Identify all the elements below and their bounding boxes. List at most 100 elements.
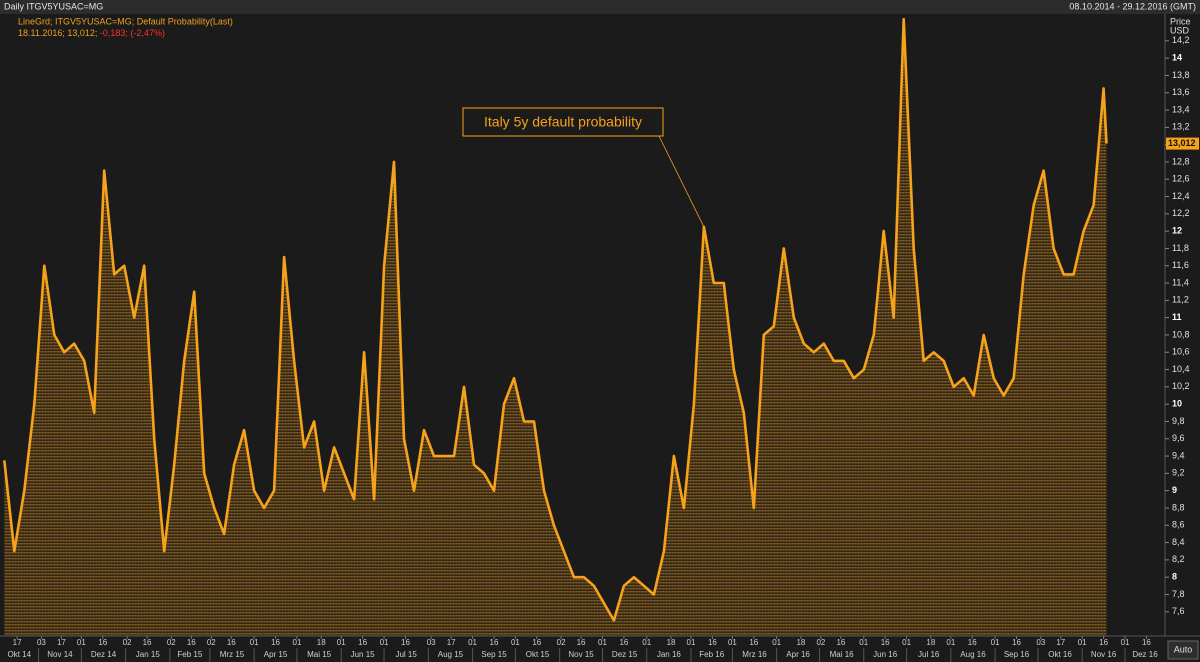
y-tick-label: 9,8: [1172, 416, 1185, 426]
x-tick-label: 18: [667, 638, 676, 647]
info-values-line: 18.11.2016; 13,012; -0,183; (-2,47%): [18, 28, 165, 38]
month-label: Mrz 15: [220, 650, 245, 659]
month-label: Mai 15: [307, 650, 332, 659]
x-tick-label: 01: [859, 638, 868, 647]
info-line: LineGrd; ITGV5YUSAC=MG; Default Probabil…: [18, 16, 233, 26]
y-tick-label: 13,6: [1172, 87, 1190, 97]
x-tick-label: 02: [816, 638, 825, 647]
y-tick-label: 8,4: [1172, 537, 1185, 547]
month-label: Jun 15: [351, 650, 376, 659]
x-tick-label: 03: [1036, 638, 1045, 647]
x-tick-label: 16: [881, 638, 890, 647]
x-tick-label: 16: [1099, 638, 1108, 647]
y-tick-label: 11,4: [1172, 277, 1189, 287]
x-tick-label: 16: [968, 638, 977, 647]
month-label: Okt 15: [526, 650, 550, 659]
month-label: Mai 16: [830, 650, 855, 659]
area: [4, 19, 1107, 636]
month-label: Dez 16: [1132, 650, 1158, 659]
x-tick-label: 16: [1142, 638, 1151, 647]
month-label: Okt 16: [1048, 650, 1072, 659]
y-tick-label: 12,8: [1172, 156, 1190, 166]
y-tick-label: 7,8: [1172, 589, 1185, 599]
auto-button-label[interactable]: Auto: [1174, 644, 1193, 654]
x-tick-label: 16: [749, 638, 758, 647]
header-bar: [0, 0, 1200, 14]
last-price-box: [1166, 137, 1199, 150]
y-tick-label: 9,6: [1172, 433, 1185, 443]
chart-title: Daily ITGV5YUSAC=MG: [4, 1, 103, 11]
y-tick-label: 9,2: [1172, 468, 1185, 478]
x-tick-label: 01: [1121, 638, 1130, 647]
month-label: Apr 16: [786, 650, 810, 659]
x-tick-label: 16: [619, 638, 628, 647]
y-tick-label: 10,4: [1172, 364, 1190, 374]
annotation-leader: [658, 135, 705, 227]
month-label: Nov 14: [47, 650, 73, 659]
x-tick-label: 01: [728, 638, 737, 647]
y-tick-label: 10: [1172, 399, 1182, 409]
y-tick-label: 9,4: [1172, 450, 1185, 460]
x-tick-label: 03: [427, 638, 436, 647]
x-tick-label: 01: [293, 638, 302, 647]
date-range: 08.10.2014 - 29.12.2016 (GMT): [1069, 1, 1196, 11]
x-tick-label: 16: [532, 638, 541, 647]
x-tick-label: 16: [401, 638, 410, 647]
y-tick-label: 8: [1172, 572, 1177, 582]
x-tick-label: 18: [317, 638, 326, 647]
info-change: -0,183; (-2,47%): [100, 28, 165, 38]
y-tick-label: 11,2: [1172, 295, 1189, 305]
x-tick-label: 01: [250, 638, 259, 647]
x-tick-label: 01: [1078, 638, 1087, 647]
last-price-label: 13,012: [1168, 138, 1196, 148]
y-tick-label: 13,4: [1172, 104, 1190, 114]
y-tick-label: 13,2: [1172, 122, 1190, 132]
y-tick-label: 12,6: [1172, 174, 1190, 184]
month-label: Dez 15: [612, 650, 638, 659]
y-tick-label: 12,4: [1172, 191, 1190, 201]
x-tick-label: 01: [991, 638, 1000, 647]
x-tick-label: 16: [271, 638, 280, 647]
x-tick-label: 17: [447, 638, 456, 647]
month-label: Aug 15: [438, 650, 464, 659]
x-tick-label: 16: [836, 638, 845, 647]
x-tick-label: 16: [490, 638, 499, 647]
x-tick-label: 01: [642, 638, 651, 647]
y-tick-label: 9: [1172, 485, 1177, 495]
x-tick-label: 01: [902, 638, 911, 647]
line: [3, 17, 1108, 622]
y-tick-label: 11,6: [1172, 260, 1189, 270]
y-tick-label: 11: [1172, 312, 1182, 322]
month-label: Apr 15: [264, 650, 288, 659]
x-tick-label: 17: [57, 638, 66, 647]
x-tick-label: 16: [358, 638, 367, 647]
x-tick-label: 16: [187, 638, 196, 647]
x-tick-label: 01: [337, 638, 346, 647]
x-tick-label: 02: [167, 638, 176, 647]
x-tick-label: 02: [557, 638, 566, 647]
month-label: Jan 15: [136, 650, 161, 659]
x-tick-label: 18: [926, 638, 935, 647]
y-tick-label: 11,8: [1172, 243, 1189, 253]
x-tick-label: 01: [598, 638, 607, 647]
x-tick-label: 01: [772, 638, 781, 647]
x-tick-label: 18: [796, 638, 805, 647]
y-tick-label: 14,2: [1172, 35, 1190, 45]
x-tick-label: 01: [468, 638, 477, 647]
month-label: Jan 16: [657, 650, 682, 659]
x-tick-label: 01: [687, 638, 696, 647]
y-tick-label: 12: [1172, 226, 1182, 236]
info-values: 18.11.2016; 13,012;: [18, 28, 97, 38]
x-tick-label: 16: [143, 638, 152, 647]
month-label: Sep 16: [1004, 650, 1030, 659]
x-tick-label: 02: [123, 638, 132, 647]
x-tick-label: 16: [1012, 638, 1021, 647]
auto-button[interactable]: [1167, 640, 1199, 660]
month-label: Okt 14: [7, 650, 31, 659]
month-label: Jun 16: [873, 650, 898, 659]
y-tick-label: 10,6: [1172, 347, 1190, 357]
month-label: Jul 16: [918, 650, 940, 659]
x-tick-label: 01: [380, 638, 389, 647]
month-label: Nov 16: [1091, 650, 1117, 659]
y-tick-label: 8,6: [1172, 520, 1185, 530]
